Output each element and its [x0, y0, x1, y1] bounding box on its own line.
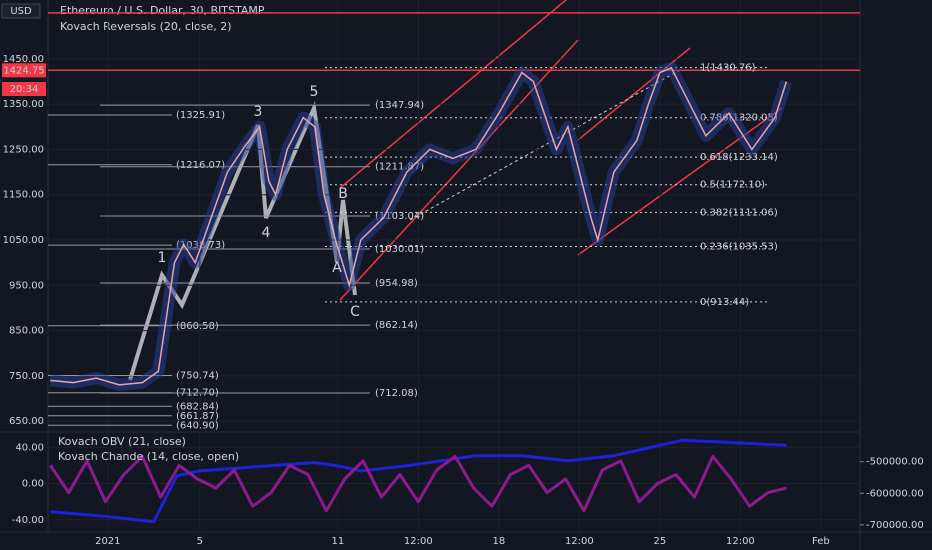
x-tick-label: 25: [654, 536, 667, 547]
level-label: (1325.91): [176, 110, 225, 121]
level-label: (1347.94): [375, 100, 424, 111]
y2-tick-label: -500000.00: [866, 457, 924, 468]
indicator-title: Kovach Reversals (20, close, 2): [60, 20, 232, 33]
level-label: (661.87): [176, 411, 219, 422]
level-label: (712.08): [375, 388, 418, 399]
chart-title: Ethereum / U.S. Dollar, 30, BITSTAMP: [60, 4, 265, 17]
level-label: (862.14): [375, 320, 418, 331]
level-label: (1211.87): [375, 162, 424, 173]
wave-label: 4: [262, 225, 271, 241]
price-line: [50, 66, 788, 386]
y-tick-label: 850.00: [9, 326, 44, 337]
currency[interactable]: USD: [10, 6, 32, 17]
y-tick-label: 1050.00: [3, 235, 44, 246]
level-label: (1216.07): [176, 160, 225, 171]
wave-label: C: [350, 304, 360, 320]
y-tick-label: -40.00: [12, 515, 44, 526]
x-tick-label: 11: [331, 536, 344, 547]
y-tick-label: 750.00: [9, 371, 44, 382]
level-label: (954.98): [375, 278, 418, 289]
level-label: 0.618(1233.14): [700, 152, 778, 163]
y-tick-label: 950.00: [9, 280, 44, 291]
wave-label: 5: [310, 84, 319, 100]
y-tick-label: 0.00: [22, 479, 44, 490]
level-label: (640.90): [176, 420, 219, 431]
level-label: 0.382(1111.06): [700, 207, 778, 218]
y-tick-label: 1350.00: [3, 99, 44, 110]
level-label: (860.58): [176, 321, 219, 332]
x-tick-label: 2021: [95, 536, 120, 547]
x-tick-label: 18: [492, 536, 505, 547]
level-label: 0.5(1172.10): [700, 180, 765, 191]
level-label: (682.84): [176, 401, 219, 412]
price-box: [2, 63, 46, 78]
y2-tick-label: -600000.00: [866, 488, 924, 499]
legend-entry: Kovach OBV (21, close): [58, 435, 186, 448]
level-label: 0(913.44): [700, 297, 749, 308]
y-tick-label: 1150.00: [3, 190, 44, 201]
indicator-line: [49, 454, 787, 513]
legend-entry: Kovach Chande (14, close, open): [58, 450, 239, 463]
x-tick-label: 12:00: [726, 536, 755, 547]
wave-label: 1: [158, 250, 167, 266]
price-label: 1424.75: [3, 65, 44, 76]
level-label: 1(1430.76): [700, 63, 756, 74]
countdown: 20:34: [10, 84, 39, 95]
countdown-box: [2, 82, 46, 96]
y-tick-label: 1250.00: [3, 144, 44, 155]
y-tick-label: 40.00: [15, 442, 44, 453]
x-tick-label: Feb: [812, 536, 830, 547]
x-tick-label: 12:00: [565, 536, 594, 547]
wave-label: A: [332, 260, 342, 276]
channel-line: [339, 0, 568, 189]
y-tick-label: 1450.00: [3, 54, 44, 65]
wave-label: 3: [254, 104, 263, 120]
wave-label: B: [338, 186, 348, 202]
level-label: (750.74): [176, 371, 219, 382]
y2-tick-label: -700000.00: [866, 520, 924, 531]
x-tick-label: 12:00: [404, 536, 433, 547]
indicator-line: [50, 438, 787, 524]
x-tick-label: 5: [197, 536, 203, 547]
currency-box[interactable]: [1, 3, 41, 19]
level-label: (1030.01): [375, 244, 424, 255]
level-label: 0.236(1035.53): [700, 242, 778, 253]
level-label: (1103.04): [375, 211, 424, 222]
y-tick-label: 650.00: [9, 416, 44, 427]
